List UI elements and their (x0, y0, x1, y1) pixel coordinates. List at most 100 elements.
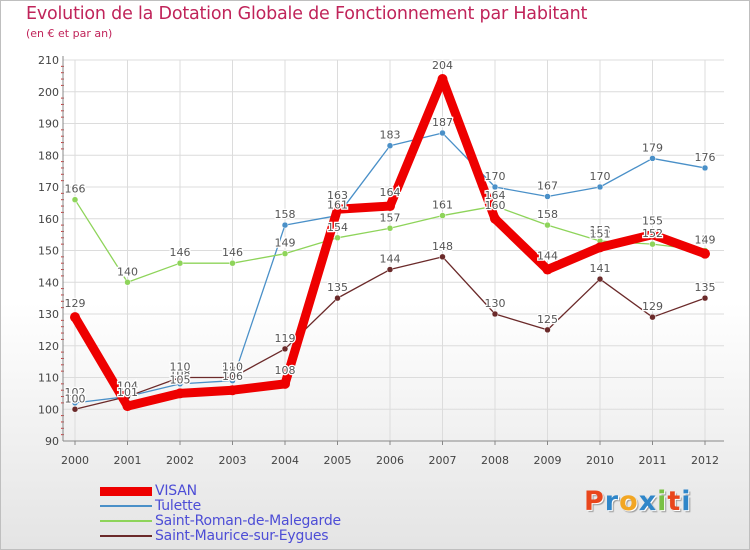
x-tick-label: 2010 (586, 454, 614, 467)
data-label-visan: 160 (485, 199, 506, 212)
data-label-saint-roman-de-malegarde: 158 (537, 208, 558, 221)
data-point-saint-roman-de-malegarde (334, 234, 341, 242)
data-point-saint-roman-de-malegarde (386, 225, 394, 232)
data-label-visan: 151 (590, 227, 611, 240)
data-point-tulette (386, 142, 394, 149)
x-tick-label: 2005 (324, 454, 352, 467)
y-tick-label: 200 (38, 86, 59, 99)
data-label-saint-roman-de-malegarde: 150 (695, 234, 716, 247)
data-point-tulette (439, 129, 446, 137)
y-tick-label: 140 (38, 276, 59, 289)
data-point-tulette (71, 399, 79, 407)
x-tick-label: 2006 (376, 454, 404, 467)
data-point-saint-maurice-sur-eygues (649, 313, 656, 321)
legend-swatch (100, 486, 152, 496)
y-tick-label: 170 (38, 181, 59, 194)
data-point-saint-roman-de-malegarde (544, 221, 551, 229)
legend-swatch (100, 520, 152, 522)
data-point-visan (70, 312, 80, 323)
data-label-saint-roman-de-malegarde: 153 (590, 224, 611, 237)
data-point-visan (385, 201, 395, 212)
data-label-tulette: 170 (590, 170, 611, 183)
data-point-visan (122, 401, 133, 412)
legend-swatch (100, 505, 152, 507)
logo-letter: x (638, 486, 658, 517)
data-point-tulette (176, 380, 184, 388)
data-label-tulette: 161 (327, 199, 348, 212)
data-label-saint-maurice-sur-eygues: 135 (695, 281, 716, 294)
legend-label: Saint-Roman-de-Malegarde (155, 513, 341, 529)
logo-letter: o (619, 486, 639, 517)
x-tick-label: 2004 (271, 454, 299, 467)
data-label-visan: 164 (380, 186, 401, 199)
data-point-saint-maurice-sur-eygues (491, 310, 499, 318)
data-label-visan: 108 (275, 364, 296, 377)
logo-letter: r (604, 486, 620, 517)
y-tick-label: 210 (38, 54, 59, 67)
y-tick-label: 160 (38, 213, 59, 226)
data-label-tulette: 108 (170, 367, 191, 380)
data-point-visan (700, 248, 710, 259)
data-label-saint-roman-de-malegarde: 161 (432, 199, 453, 212)
data-label-saint-maurice-sur-eygues: 130 (485, 297, 506, 310)
data-point-visan (175, 388, 185, 399)
data-label-saint-maurice-sur-eygues: 135 (327, 281, 348, 294)
chart-subtitle: (en € et par an) (26, 27, 113, 40)
data-label-saint-maurice-sur-eygues: 141 (590, 262, 611, 275)
data-label-tulette: 158 (275, 208, 296, 221)
logo-letter: i (657, 486, 668, 517)
data-label-saint-maurice-sur-eygues: 144 (380, 253, 401, 266)
data-label-visan: 105 (170, 373, 191, 386)
x-tick-label: 2003 (219, 454, 247, 467)
chart-title: Evolution de la Dotation Globale de Fonc… (26, 4, 588, 24)
data-point-tulette (491, 183, 499, 191)
data-label-tulette: 183 (380, 129, 401, 142)
data-point-saint-maurice-sur-eygues (439, 253, 446, 261)
line-chart: 90 100 110 120 130 140 150 160 170 180 190 200 210 20… (38, 54, 724, 467)
data-point-tulette (596, 183, 604, 191)
data-point-saint-maurice-sur-eygues (386, 266, 394, 273)
data-point-tulette (649, 155, 656, 162)
y-tick-label: 110 (38, 372, 59, 385)
data-label-saint-roman-de-malegarde: 140 (117, 265, 138, 278)
data-point-visan (647, 229, 658, 240)
proxiti-logo: Proxiti (584, 486, 692, 517)
x-tick-label: 2002 (166, 454, 194, 467)
data-label-tulette: 109 (222, 364, 243, 377)
data-point-saint-roman-de-malegarde (124, 279, 131, 286)
data-point-saint-maurice-sur-eygues (596, 275, 604, 283)
data-point-visan (227, 385, 238, 396)
logo-letter: i (681, 486, 692, 517)
data-point-visan (490, 213, 500, 224)
legend-label: VISAN (155, 483, 197, 499)
data-label-tulette: 187 (432, 116, 453, 129)
data-point-visan (280, 378, 290, 389)
data-label-saint-roman-de-malegarde: 164 (485, 189, 506, 202)
data-point-saint-roman-de-malegarde (176, 259, 184, 267)
data-point-saint-maurice-sur-eygues (229, 374, 236, 381)
data-label-saint-roman-de-malegarde: 166 (65, 183, 86, 196)
x-tick-label: 2001 (114, 454, 142, 467)
data-point-visan (542, 264, 553, 275)
data-point-visan (595, 242, 605, 253)
data-point-visan (332, 204, 343, 215)
data-point-saint-maurice-sur-eygues (71, 406, 79, 413)
x-tick-label: 2012 (691, 454, 719, 467)
data-label-tulette: 179 (642, 141, 663, 154)
data-label-saint-roman-de-malegarde: 149 (275, 237, 296, 250)
y-tick-label: 180 (38, 149, 59, 162)
data-label-saint-roman-de-malegarde: 146 (170, 246, 191, 259)
y-tick-label: 130 (38, 308, 59, 321)
data-label-visan: 163 (327, 189, 348, 202)
x-tick-label: 2011 (639, 454, 667, 467)
y-tick-label: 100 (38, 403, 59, 416)
y-tick-label: 120 (38, 340, 59, 353)
data-label-visan: 101 (117, 386, 138, 399)
data-label-tulette: 167 (537, 180, 558, 193)
data-label-saint-maurice-sur-eygues: 148 (432, 240, 453, 253)
y-tick-label: 90 (45, 435, 59, 448)
data-label-tulette: 170 (485, 170, 506, 183)
data-label-visan: 144 (537, 250, 558, 263)
data-point-tulette (701, 164, 709, 172)
y-tick-label: 150 (38, 245, 59, 258)
